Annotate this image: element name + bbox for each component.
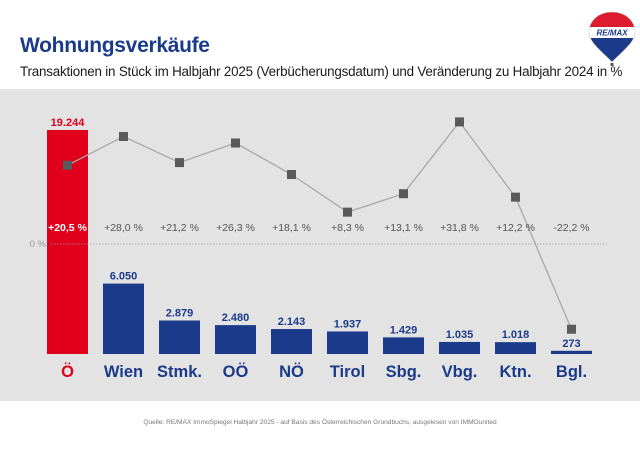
change-marker-3	[231, 138, 240, 148]
bar-4	[271, 329, 312, 354]
change-label: +31,8 %	[440, 222, 479, 234]
logo-text: RE/MAX	[596, 29, 628, 38]
change-marker-0	[63, 160, 72, 170]
change-marker-4	[287, 169, 296, 179]
bar-value-label: 273	[562, 338, 580, 350]
change-marker-8	[511, 192, 520, 202]
category-label: Bgl.	[556, 363, 587, 381]
category-label: NÖ	[279, 362, 304, 381]
change-label: +18,1 %	[272, 222, 311, 234]
change-line	[67, 120, 573, 330]
bar-7	[439, 341, 480, 354]
chart-subtitle: Transaktionen in Stück im Halbjahr 2025 …	[20, 64, 623, 79]
change-marker-6	[399, 189, 408, 199]
change-marker-7	[455, 117, 464, 127]
bar-6	[383, 337, 424, 354]
change-label: +12,2 %	[496, 222, 535, 234]
category-label: Stmk.	[157, 363, 202, 381]
change-marker-5	[343, 207, 352, 217]
bar-value-label: 1.035	[446, 329, 474, 341]
change-marker-2	[175, 158, 184, 168]
bar-5	[327, 331, 368, 354]
change-label: +28,0 %	[104, 222, 143, 234]
change-marker-1	[119, 131, 128, 141]
change-label: +26,3 %	[216, 222, 255, 234]
change-label: +8,3 %	[331, 222, 364, 234]
category-label: Ktn.	[499, 363, 531, 381]
bar-3	[215, 325, 256, 354]
bar-value-label: 1.429	[390, 324, 418, 336]
bar-value-label: 2.143	[278, 316, 306, 328]
source-note: Quelle: RE/MAX ImmoSpiegel Halbjahr 2025…	[143, 419, 497, 426]
bar-8	[495, 342, 536, 354]
bar-value-label: 6.050	[110, 271, 138, 283]
bar-value-label: 2.480	[222, 312, 250, 324]
change-label: -22,2 %	[553, 222, 589, 234]
category-label: Sbg.	[386, 363, 422, 381]
bar-value-label: 1.937	[334, 318, 362, 330]
category-label: Ö	[61, 362, 74, 381]
bar-value-label: 2.879	[166, 307, 194, 319]
zero-line-label: 0 %	[30, 239, 47, 250]
change-label: +21,2 %	[160, 222, 199, 234]
bar-2	[159, 320, 200, 354]
category-label: OÖ	[223, 362, 249, 381]
bar-value-label: 19.244	[51, 117, 86, 129]
change-label: +13,1 %	[384, 222, 423, 234]
change-label: +20,5 %	[48, 222, 87, 234]
remax-balloon-logo: RE/MAX	[588, 11, 636, 66]
category-label: Tirol	[330, 363, 365, 381]
bar-value-label: 1.018	[502, 329, 530, 341]
bar-9	[551, 350, 592, 354]
chart-title: Wohnungsverkäufe	[20, 34, 210, 57]
bar-1	[103, 283, 144, 354]
category-label: Wien	[104, 363, 143, 381]
change-marker-9	[567, 324, 576, 334]
category-label: Vbg.	[442, 363, 478, 381]
